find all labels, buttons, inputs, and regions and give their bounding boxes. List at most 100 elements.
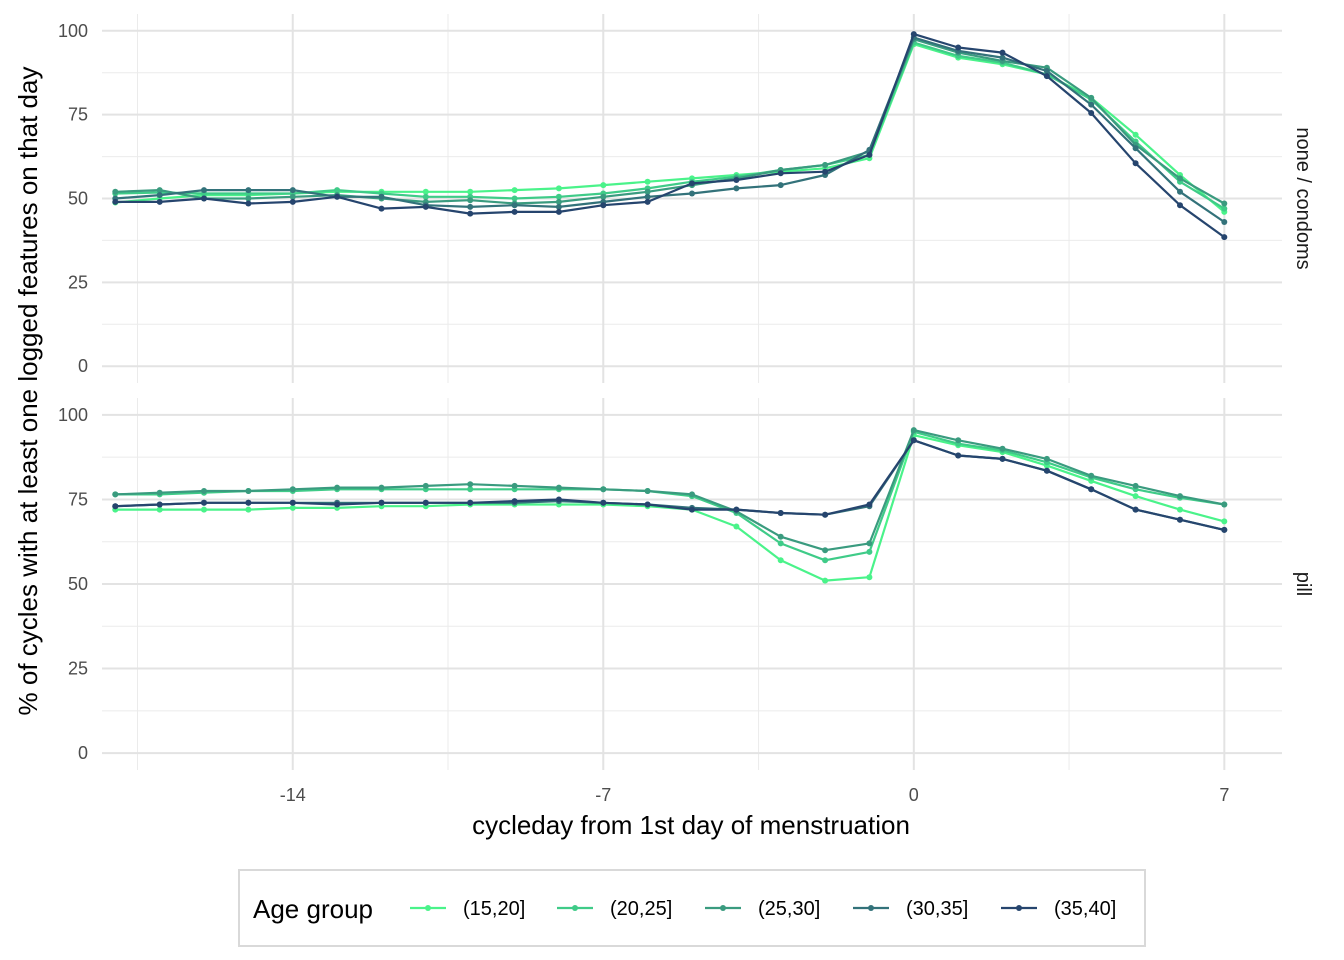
legend-label: (25,30] (758, 898, 820, 920)
data-point (999, 445, 1006, 452)
data-point (955, 437, 962, 444)
legend-key-point (572, 905, 578, 911)
data-point (1221, 526, 1228, 533)
data-point (822, 557, 829, 564)
data-point (866, 501, 873, 508)
data-point (644, 188, 651, 195)
data-point (156, 192, 163, 199)
data-point (555, 185, 562, 192)
data-point (555, 193, 562, 200)
data-point (245, 200, 252, 207)
data-point (1132, 493, 1139, 500)
legend-item: (35,40] (1001, 898, 1116, 920)
data-point (689, 190, 695, 197)
data-point (467, 210, 474, 217)
data-point (245, 499, 252, 506)
data-point (1221, 234, 1228, 241)
data-point (866, 151, 873, 158)
x-axis: -14 -7 0 7 (280, 785, 1230, 805)
data-point (289, 198, 296, 205)
data-point (511, 202, 518, 209)
data-point (777, 182, 784, 189)
data-point (733, 177, 740, 183)
series-(35,40] (112, 437, 1228, 533)
legend-key-point (425, 905, 431, 911)
y-tick-label: 0 (78, 743, 88, 763)
legend-key-point (1016, 905, 1022, 911)
data-point (1221, 518, 1228, 525)
data-point (378, 499, 385, 506)
data-point (822, 511, 829, 518)
legend-item: (20,25] (557, 898, 672, 920)
data-point (112, 198, 119, 205)
data-point (955, 452, 962, 459)
y-tick-label: 100 (58, 405, 88, 425)
y-axis-title: % of cycles with at least one logged fea… (13, 67, 43, 716)
data-point (733, 506, 740, 513)
series-line (115, 43, 1226, 213)
data-point (201, 195, 207, 202)
data-point (600, 193, 607, 200)
data-point (910, 437, 917, 444)
data-point (1088, 110, 1095, 116)
data-point (156, 187, 163, 194)
data-point (422, 499, 429, 506)
y-tick-label: 100 (58, 21, 88, 41)
legend-item: (25,30] (705, 898, 820, 920)
data-point (467, 481, 474, 488)
data-point (1221, 205, 1228, 212)
legend-label: (30,35] (906, 898, 968, 920)
data-point (777, 510, 784, 516)
data-point (422, 193, 429, 200)
data-point (910, 427, 917, 434)
data-point (201, 488, 207, 494)
series-(25,30] (112, 427, 1228, 554)
data-point (511, 187, 518, 194)
legend: Age group (15,20] (20,25] (25,30] (30,35] (3… (238, 869, 1146, 947)
series-line (115, 36, 1225, 223)
data-point (156, 501, 163, 508)
data-point (245, 488, 252, 494)
data-point (289, 499, 296, 506)
data-point (733, 523, 740, 530)
panel-1: 0 25 50 75 100 pill (58, 398, 1314, 770)
series-(35,40] (112, 31, 1228, 241)
data-point (289, 193, 296, 200)
y-tick-label: 25 (68, 272, 88, 292)
data-point (1132, 160, 1139, 167)
data-point (1221, 219, 1228, 225)
panel-0: 0 25 50 75 100 none / condoms (58, 14, 1314, 383)
chart-panels: 0 25 50 75 100 none / condoms 0 25 50 75 100 pill (58, 14, 1314, 770)
data-point (600, 499, 607, 506)
data-point (689, 491, 695, 498)
data-point (1043, 455, 1050, 462)
data-point (201, 187, 207, 194)
data-point (955, 44, 962, 51)
data-point (201, 506, 207, 513)
data-point (999, 54, 1006, 61)
data-point (1132, 131, 1139, 138)
data-point (289, 486, 296, 493)
data-point (334, 501, 341, 508)
y-tick-label: 50 (68, 574, 88, 594)
data-point (245, 195, 252, 202)
legend-title: Age group (253, 894, 373, 924)
panel-strip-label: none / condoms (1292, 127, 1314, 269)
data-point (910, 31, 917, 38)
data-point (112, 503, 119, 510)
data-point (600, 486, 607, 493)
legend-key-point (720, 905, 726, 911)
data-point (289, 504, 296, 511)
legend-item: (30,35] (853, 898, 968, 920)
data-point (777, 170, 784, 177)
data-point (201, 499, 207, 506)
x-axis-title: cycleday from 1st day of menstruation (472, 810, 910, 840)
data-point (511, 498, 518, 505)
panel-strip-label: pill (1292, 572, 1314, 596)
y-tick-label: 50 (68, 189, 88, 209)
y-tick-label: 25 (68, 659, 88, 679)
data-point (822, 162, 829, 168)
data-point (156, 506, 163, 513)
data-point (1132, 506, 1139, 513)
data-point (1221, 200, 1228, 207)
